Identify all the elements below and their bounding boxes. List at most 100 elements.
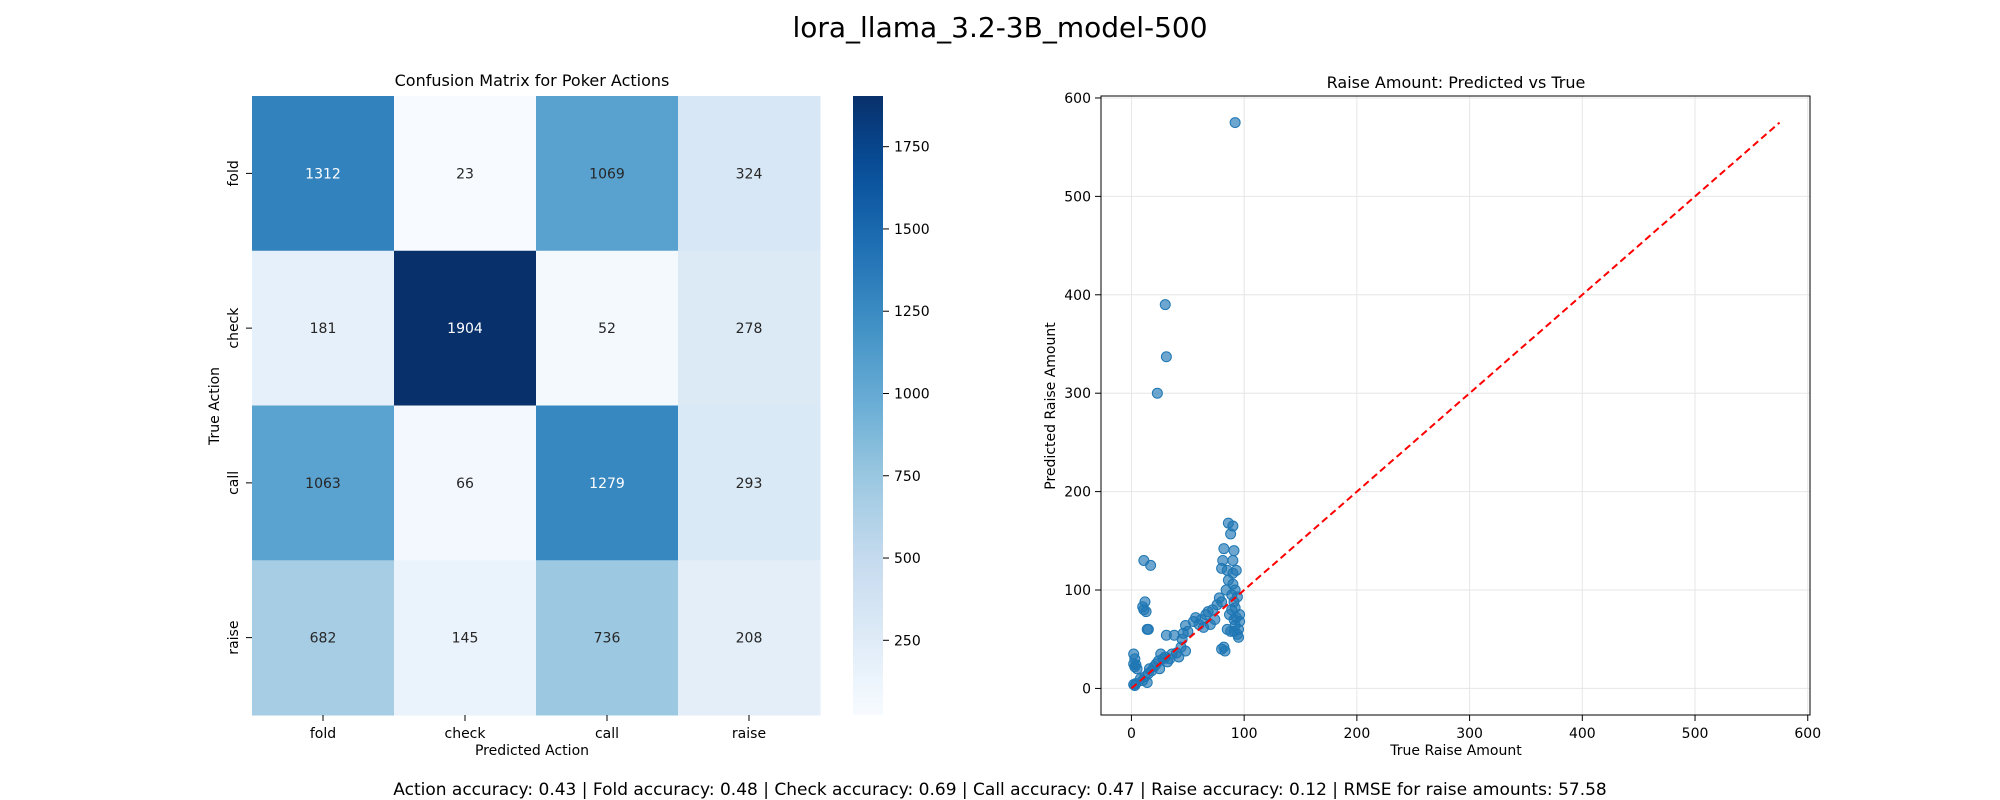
scatter-y-tick-label: 400 [1064, 288, 1091, 304]
heatmap-cell-value: 52 [598, 321, 616, 337]
heatmap-cell-value: 208 [736, 631, 763, 647]
scatter-point [1180, 645, 1192, 657]
scatter-point [1182, 625, 1194, 637]
heatmap-cell [252, 96, 395, 252]
heatmap-x-tick-label: raise [732, 726, 766, 742]
scatter-point [1145, 559, 1157, 571]
heatmap-cell-value: 1069 [589, 166, 625, 182]
scatter-point [1230, 564, 1242, 576]
reference-line [1130, 121, 1781, 690]
heatmap-title: Confusion Matrix for Poker Actions [395, 71, 670, 90]
scatter-x-tick-label: 600 [1794, 726, 1821, 742]
heatmap-cell [394, 250, 537, 406]
scatter-point [1160, 351, 1172, 363]
heatmap-y-tick-label: fold [226, 160, 242, 186]
heatmap-cell-value: 293 [736, 476, 763, 492]
heatmap-cells: 1312 23 1069 324 181 1904 52 278 1063 66 1279 293 68… [252, 96, 821, 716]
scatter-x-tick-label: 200 [1344, 726, 1371, 742]
colorbar [853, 96, 883, 715]
heatmap-cell [678, 250, 821, 406]
scatter-point [1233, 631, 1245, 643]
heatmap-y-tick-label: call [226, 471, 242, 495]
scatter-x-axis-label: True Raise Amount [1389, 743, 1522, 759]
scatter-point [1151, 387, 1163, 399]
scatter-y-tick-label: 300 [1064, 386, 1091, 402]
scatter-x-tick-label: 400 [1569, 726, 1596, 742]
scatter-y-tick-label: 600 [1064, 91, 1091, 107]
heatmap-x-tick-label: call [595, 726, 619, 742]
heatmap-cell [536, 96, 679, 252]
colorbar-tick-label: 750 [894, 469, 921, 485]
heatmap-cell-value: 181 [310, 321, 337, 337]
scatter-point [1227, 554, 1239, 566]
scatter-point [1137, 601, 1149, 613]
heatmap-cell [394, 96, 537, 252]
heatmap-cell-value: 1312 [305, 166, 341, 182]
heatmap-cell [678, 96, 821, 252]
heatmap-cell-value: 324 [736, 166, 763, 182]
heatmap-cell-value: 736 [594, 631, 621, 647]
scatter-axes-frame [1100, 95, 1811, 716]
heatmap-y-tick-labels: fold check call raise [226, 160, 252, 655]
scatter-point [1216, 596, 1228, 608]
heatmap-x-axis-label: Predicted Action [475, 743, 589, 759]
scatter-point [1234, 609, 1246, 621]
scatter-y-tick-label: 500 [1064, 189, 1091, 205]
scatter-point [1219, 645, 1231, 657]
colorbar-ticks: 250 500 750 1000 1250 1500 1750 [883, 140, 930, 649]
heatmap-cell [536, 560, 679, 716]
heatmap-cell [536, 250, 679, 406]
colorbar-tick-label: 1750 [894, 140, 930, 156]
confusion-matrix-panel: Confusion Matrix for Poker Actions 1312 2… [207, 71, 930, 759]
heatmap-cell [678, 560, 821, 716]
scatter-y-tick-label: 0 [1082, 681, 1091, 697]
heatmap-cell-value: 1279 [589, 476, 625, 492]
scatter-title: Raise Amount: Predicted vs True [1327, 73, 1586, 92]
accuracy-summary: Action accuracy: 0.43 | Fold accuracy: 0… [393, 780, 1606, 800]
figure-title: lora_llama_3.2-3B_model-500 [792, 11, 1207, 44]
heatmap-cell-value: 145 [452, 631, 479, 647]
scatter-point [1142, 623, 1154, 635]
heatmap-y-tick-label: raise [226, 621, 242, 655]
heatmap-cell [394, 405, 537, 561]
heatmap-cell-value: 23 [456, 166, 474, 182]
heatmap-cell-value: 66 [456, 476, 474, 492]
scatter-x-tick-label: 300 [1456, 726, 1483, 742]
heatmap-x-tick-labels: fold check call raise [310, 715, 766, 742]
colorbar-tick-label: 500 [894, 551, 921, 567]
scatter-y-ticks: 0 100 200 300 400 500 600 [1064, 91, 1101, 697]
heatmap-cell-value: 278 [736, 321, 763, 337]
scatter-point [1159, 299, 1171, 311]
heatmap-x-tick-label: fold [310, 726, 336, 742]
heatmap-cell [252, 560, 395, 716]
colorbar-tick-label: 250 [894, 633, 921, 649]
scatter-point [1228, 545, 1240, 557]
heatmap-y-axis-label: True Action [207, 367, 223, 446]
colorbar-tick-label: 1500 [894, 222, 930, 238]
scatter-points [1128, 117, 1246, 691]
scatter-y-axis-label: Predicted Raise Amount [1043, 322, 1059, 490]
scatter-x-ticks: 0 100 200 300 400 500 600 [1127, 715, 1821, 742]
scatter-point [1218, 543, 1230, 555]
scatter-point [1229, 117, 1241, 129]
heatmap-cell-value: 1063 [305, 476, 341, 492]
colorbar-tick-label: 1000 [894, 386, 930, 402]
heatmap-cell-value: 1904 [447, 321, 483, 337]
colorbar-tick-label: 1250 [894, 304, 930, 320]
scatter-x-tick-label: 500 [1682, 726, 1709, 742]
scatter-point [1227, 520, 1239, 532]
scatter-y-tick-label: 200 [1064, 485, 1091, 501]
raise-amount-scatter-panel: Raise Amount: Predicted vs True 0 100 200 3… [1043, 73, 1821, 759]
heatmap-cell [394, 560, 537, 716]
heatmap-cell [252, 250, 395, 406]
heatmap-cell-value: 682 [310, 631, 337, 647]
scatter-point [1154, 663, 1166, 675]
scatter-x-tick-label: 0 [1127, 726, 1136, 742]
scatter-x-tick-label: 100 [1231, 726, 1258, 742]
heatmap-cell [252, 405, 395, 561]
heatmap-x-tick-label: check [445, 726, 487, 742]
heatmap-cell [536, 405, 679, 561]
scatter-point [1131, 663, 1143, 675]
scatter-y-tick-label: 100 [1064, 583, 1091, 599]
